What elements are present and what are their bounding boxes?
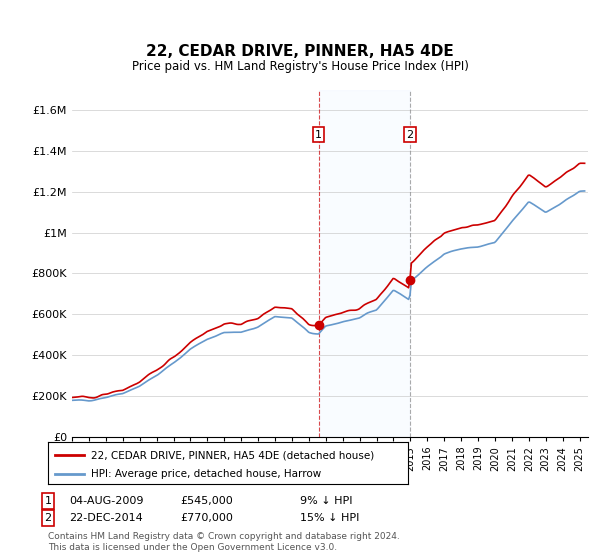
- Text: 2: 2: [406, 129, 413, 139]
- Text: Contains HM Land Registry data © Crown copyright and database right 2024.
This d: Contains HM Land Registry data © Crown c…: [48, 532, 400, 552]
- Text: HPI: Average price, detached house, Harrow: HPI: Average price, detached house, Harr…: [91, 469, 322, 479]
- Text: £545,000: £545,000: [180, 496, 233, 506]
- Text: 04-AUG-2009: 04-AUG-2009: [69, 496, 143, 506]
- Bar: [319, 90, 410, 437]
- Text: 2: 2: [44, 513, 52, 523]
- Text: 15% ↓ HPI: 15% ↓ HPI: [300, 513, 359, 523]
- Text: £770,000: £770,000: [180, 513, 233, 523]
- Text: 22, CEDAR DRIVE, PINNER, HA5 4DE (detached house): 22, CEDAR DRIVE, PINNER, HA5 4DE (detach…: [91, 450, 374, 460]
- Text: 1: 1: [44, 496, 52, 506]
- Text: 22, CEDAR DRIVE, PINNER, HA5 4DE: 22, CEDAR DRIVE, PINNER, HA5 4DE: [146, 44, 454, 59]
- Text: 22-DEC-2014: 22-DEC-2014: [69, 513, 143, 523]
- Text: 9% ↓ HPI: 9% ↓ HPI: [300, 496, 353, 506]
- Text: Price paid vs. HM Land Registry's House Price Index (HPI): Price paid vs. HM Land Registry's House …: [131, 60, 469, 73]
- Text: 1: 1: [315, 129, 322, 139]
